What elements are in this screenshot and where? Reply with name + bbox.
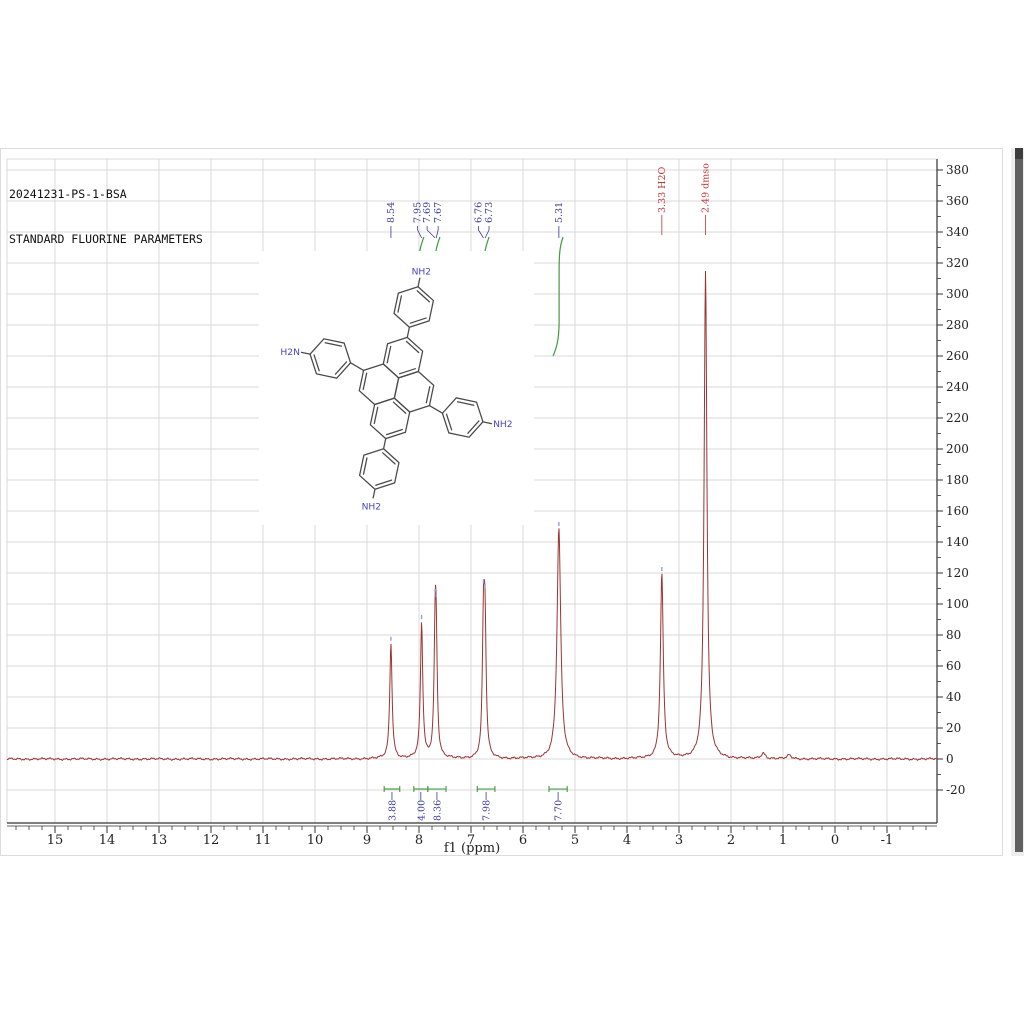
x-axis: 15 14 13 12 11 10 9 8 7 6 5 4 3 2 1 0 -1 xyxy=(7,822,937,848)
x-tick-label: 8 xyxy=(415,833,423,848)
x-tick-label: 4 xyxy=(623,833,631,848)
molecule-bonds xyxy=(300,277,493,499)
x-tick-label: 15 xyxy=(47,833,64,848)
peak-label: 2.49 dmso xyxy=(701,163,712,213)
spectrum-trace xyxy=(6,270,938,761)
integrals: 3.88 4.00 8.36 7.98 7.70 xyxy=(383,236,568,821)
amine-label-left: H2N xyxy=(280,348,300,358)
spectrum-subtitle: STANDARD FLUORINE PARAMETERS xyxy=(9,232,203,246)
x-tick-label: 14 xyxy=(99,833,116,848)
x-tick-label: 6 xyxy=(519,833,527,848)
x-tick-label: 5 xyxy=(571,833,579,848)
integral-value: 7.70 xyxy=(554,800,565,821)
y-tick-label: 60 xyxy=(946,659,961,673)
integral-value: 3.88 xyxy=(387,800,398,821)
peak-label: 5.31 xyxy=(554,202,565,223)
spectrum-title: 20241231-PS-1-BSA xyxy=(9,187,127,201)
molecule-inset: NH2 H2N NH2 NH2 xyxy=(259,251,534,525)
y-tick-label: -20 xyxy=(946,783,965,797)
integral-value: 7.98 xyxy=(482,800,493,821)
amine-label-top: NH2 xyxy=(412,267,432,277)
y-tick-label: 240 xyxy=(946,380,969,394)
y-tick-label: 180 xyxy=(946,473,969,487)
peak-label: 7.69 xyxy=(422,202,433,223)
y-tick-label: 340 xyxy=(946,225,969,239)
amine-label-bottom: NH2 xyxy=(362,503,382,513)
scrollbar-top-cap xyxy=(1015,148,1023,159)
y-tick-label: 220 xyxy=(946,411,969,425)
x-tick-label: 2 xyxy=(727,833,735,848)
x-tick-label: 9 xyxy=(363,833,371,848)
y-tick-label: 320 xyxy=(946,256,969,270)
y-tick-label: 380 xyxy=(946,163,969,177)
y-tick-label: 0 xyxy=(946,752,954,766)
peak-label: 8.54 xyxy=(386,202,397,223)
molecule-structure: NH2 H2N NH2 NH2 xyxy=(280,267,513,513)
title-block: 20241231-PS-1-BSA STANDARD FLUORINE PARA… xyxy=(9,157,203,277)
spectrum-canvas: 15 14 13 12 11 10 9 8 7 6 5 4 3 2 1 0 -1-200204060801001… xyxy=(6,158,969,848)
integral-curve xyxy=(484,236,490,252)
peak-label: 6.76 xyxy=(473,202,484,223)
x-tick-label: 12 xyxy=(203,833,220,848)
y-tick-label: 260 xyxy=(946,349,969,363)
x-tick-label: 11 xyxy=(255,833,272,848)
y-tick-label: 100 xyxy=(946,597,969,611)
peak-label: 7.95 xyxy=(413,202,424,223)
x-tick-label: 10 xyxy=(307,833,324,848)
peak-labels: 8.54 7.957.69 7.67 6.76 6.73 5.31 3.33 H2O 2.49… xyxy=(386,163,712,239)
x-tick-label: 0 xyxy=(831,833,839,848)
x-tick-label: 3 xyxy=(675,833,683,848)
integral-value: 8.36 xyxy=(432,800,443,821)
y-tick-label: 40 xyxy=(946,690,961,704)
integral-curve xyxy=(419,236,425,252)
scrollbar-thumb[interactable] xyxy=(1015,157,1023,852)
x-axis-title: f1 (ppm) xyxy=(443,841,501,856)
nmr-spectrum-chart: 20241231-PS-1-BSA STANDARD FLUORINE PARA… xyxy=(0,148,1003,856)
y-tick-label: 300 xyxy=(946,287,969,301)
integral-curve xyxy=(435,236,441,252)
y-axis: -20 0 20 40 60 80 100 120 140 160 180 200 220 240 260 2… xyxy=(936,159,969,823)
y-tick-label: 360 xyxy=(946,194,969,208)
y-tick-label: 20 xyxy=(946,721,961,735)
peak-tip-markers xyxy=(390,522,663,641)
peak-label: 7.67 xyxy=(433,202,444,223)
y-tick-label: 80 xyxy=(946,628,961,642)
integral-value: 4.00 xyxy=(416,800,427,821)
y-tick-label: 140 xyxy=(946,535,969,549)
y-tick-label: 120 xyxy=(946,566,969,580)
amine-label-right: NH2 xyxy=(493,420,513,430)
x-tick-label: 7 xyxy=(467,833,475,848)
x-tick-label: 13 xyxy=(151,833,168,848)
y-tick-label: 280 xyxy=(946,318,969,332)
y-tick-label: 200 xyxy=(946,442,969,456)
peak-label: 6.73 xyxy=(484,202,495,223)
y-tick-label: 160 xyxy=(946,504,969,518)
x-tick-label: -1 xyxy=(881,833,894,848)
integral-curve xyxy=(552,236,564,357)
peak-label: 3.33 H2O xyxy=(657,166,668,213)
x-tick-label: 1 xyxy=(779,833,787,848)
